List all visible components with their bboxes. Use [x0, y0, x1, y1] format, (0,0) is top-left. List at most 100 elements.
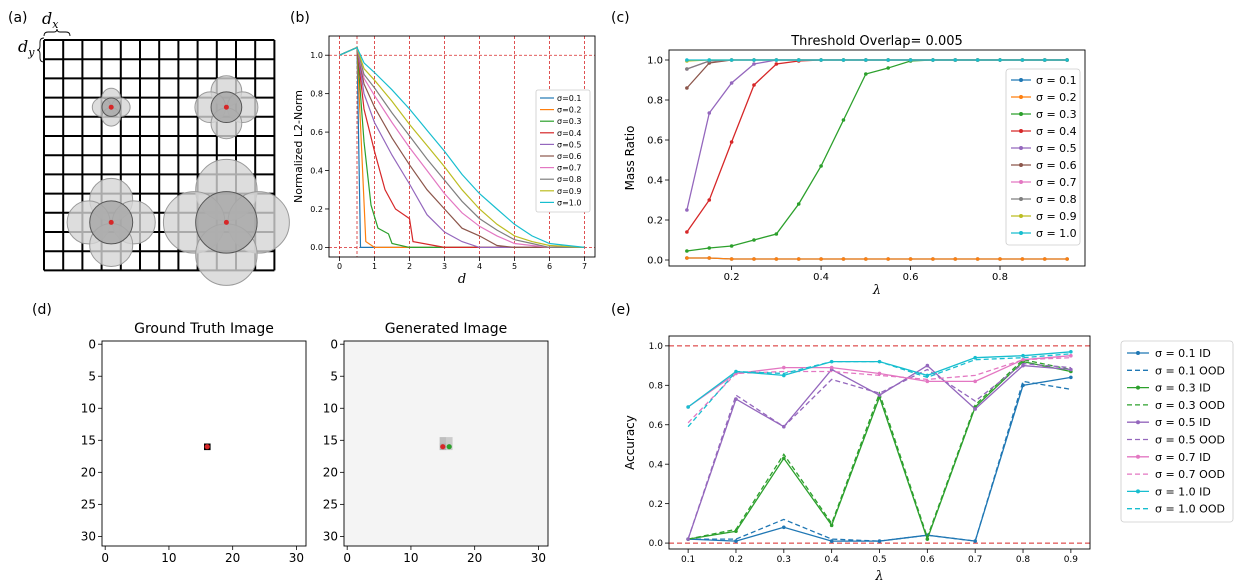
legend-entry: σ = 1.0 OOD	[1155, 503, 1225, 516]
legend-entry: σ=0.8	[557, 175, 582, 184]
legend-entry: σ=0.6	[557, 152, 582, 161]
panel-label-d: (d)	[32, 302, 52, 318]
legend-entry: σ = 0.1	[1036, 74, 1077, 87]
y-tick-label: 5	[330, 369, 338, 383]
axes-frame	[328, 35, 596, 258]
legend-entry: σ = 0.1 ID	[1155, 347, 1211, 360]
legend-entry: σ = 0.5 OOD	[1155, 434, 1225, 447]
y-tick-label: 0.0	[647, 256, 663, 267]
series-marker	[734, 529, 738, 534]
legend-marker	[1019, 129, 1023, 133]
x-tick-label: 0.8	[1016, 555, 1031, 565]
y-tick-label: 30	[323, 530, 338, 544]
gaussian-center-dot	[108, 104, 114, 110]
series-line	[339, 46, 585, 248]
series-marker	[886, 58, 890, 62]
y-axis-label: Normalized L2-Norm	[292, 90, 305, 203]
series-marker	[1042, 58, 1047, 62]
series-marker	[864, 58, 868, 62]
legend-entry: σ=0.1	[557, 94, 582, 103]
series-line	[687, 358, 1072, 540]
series-marker	[707, 246, 712, 250]
legend-marker	[1019, 95, 1023, 99]
series-marker	[973, 379, 977, 384]
panel-d-image-comparison: 0 10 20 30 0 5 10 15 20 25 30 Ground Truth Image 0 10…	[81, 321, 549, 565]
legend-entry: σ=0.5	[557, 140, 582, 149]
panel-label-a: (a)	[8, 10, 28, 26]
axes-frame	[101, 340, 307, 547]
x-tick-label: 2	[407, 262, 412, 271]
series-marker	[752, 58, 756, 62]
legend-entry: σ = 0.5	[1036, 142, 1077, 155]
x-tick-label: 5	[512, 262, 517, 271]
legend-marker	[1019, 180, 1023, 184]
series-marker	[729, 257, 734, 261]
series-marker	[877, 539, 882, 543]
series-marker	[1069, 353, 1073, 358]
series-marker	[685, 230, 689, 234]
series-marker	[829, 523, 834, 528]
series-marker	[1065, 58, 1069, 62]
x-tick-label: 0	[101, 551, 109, 565]
series-marker	[841, 257, 846, 261]
series-marker	[752, 83, 756, 87]
series-marker	[973, 355, 977, 360]
series-marker	[953, 257, 958, 261]
image-pixel	[446, 437, 453, 444]
x-axis-label: λ	[872, 283, 881, 298]
y-tick-label: 0	[88, 337, 96, 351]
legend-entry: σ = 1.0 ID	[1155, 485, 1211, 498]
series-marker	[829, 539, 834, 543]
x-tick-label: 0.4	[824, 555, 839, 565]
series-marker	[998, 257, 1002, 261]
y-tick-label: 0.4	[647, 176, 663, 187]
series-line	[339, 46, 585, 248]
image-title: Ground Truth Image	[134, 321, 274, 337]
dy-symbol: dy	[18, 37, 35, 59]
series-marker	[925, 379, 930, 384]
series-marker	[1042, 257, 1047, 261]
center-marker	[204, 444, 210, 450]
legend-marker	[1019, 197, 1023, 201]
series-marker	[752, 62, 756, 66]
series-marker	[1021, 357, 1025, 362]
series-marker	[685, 58, 689, 62]
center-marker	[440, 444, 446, 450]
series-marker	[829, 365, 834, 370]
y-tick-label: 0.2	[647, 216, 663, 227]
series-marker	[796, 58, 801, 62]
series-marker	[796, 257, 801, 261]
x-tick-label: 6	[547, 262, 552, 271]
series-marker	[998, 58, 1002, 62]
series-marker	[685, 249, 689, 253]
y-tick-label: 0.8	[647, 96, 663, 107]
dy-brace	[36, 37, 45, 63]
series-marker	[973, 407, 977, 411]
series-marker	[925, 373, 930, 378]
legend-marker	[1136, 489, 1140, 494]
series-marker	[796, 202, 801, 206]
series-marker	[953, 58, 958, 62]
series-marker	[774, 257, 779, 261]
series-marker	[685, 67, 689, 71]
gaussian-center-dot	[223, 219, 229, 225]
gaussian-blobs	[66, 75, 290, 286]
y-tick-label: 0	[330, 337, 338, 351]
legend-entry: σ = 0.7 OOD	[1155, 468, 1225, 481]
y-tick-label: 20	[323, 466, 338, 480]
panel-label-b: (b)	[290, 10, 310, 26]
series-marker	[782, 456, 786, 461]
axes-frame	[343, 340, 549, 547]
legend-marker	[1136, 385, 1140, 390]
legend-marker	[1019, 231, 1023, 235]
series-marker	[729, 58, 734, 62]
x-tick-label: 3	[442, 262, 447, 271]
y-tick-label: 0.4	[649, 460, 664, 470]
series-line	[339, 46, 585, 248]
panel-e-accuracy-chart: 0.1 0.2 0.3 0.4 0.5 0.6 0.7 0.8 0.9 0.0 0.2 0.4 0.6 0…	[623, 335, 1234, 584]
legend-marker	[1136, 454, 1140, 459]
x-tick-label: 30	[289, 551, 304, 565]
y-tick-label: 0.8	[310, 89, 323, 98]
x-tick-label: 0.7	[968, 555, 982, 565]
